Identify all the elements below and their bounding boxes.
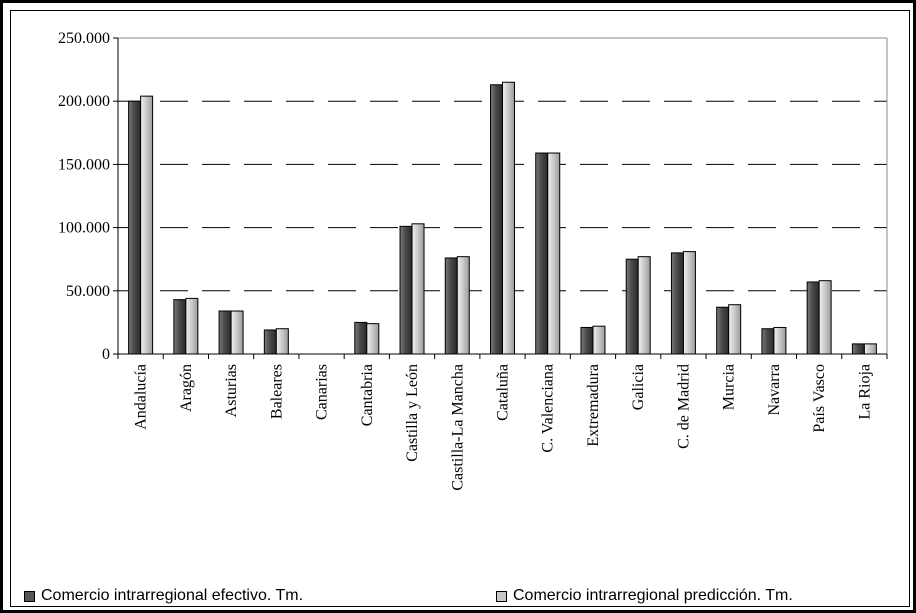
legend-swatch-prediccion [496, 590, 507, 602]
category-label: La Rioja [856, 364, 873, 420]
bar-prediccion [682, 251, 696, 355]
category-label: Navarra [766, 364, 783, 416]
bar-efectivo [218, 310, 232, 355]
bar-efectivo [716, 306, 730, 355]
bar-efectivo [851, 343, 865, 355]
bar-efectivo [354, 321, 368, 355]
y-tick-label: 0 [102, 346, 110, 363]
bar-prediccion [818, 280, 832, 355]
y-tick-label: 50.000 [66, 283, 110, 300]
bars [128, 81, 877, 355]
bar-prediccion [728, 304, 742, 355]
category-label: Baleares [268, 364, 285, 419]
bar-efectivo [173, 299, 187, 355]
bar-efectivo [444, 257, 458, 355]
category-label: Castilla y León [404, 364, 421, 462]
legend-label-efectivo: Comercio intrarregional efectivo. Tm. [41, 587, 304, 604]
chart-inner-frame [10, 10, 910, 607]
category-labels: Andalucía Aragón Asturias Baleares Canarias C… [133, 364, 874, 491]
category-label: País Vasco [811, 364, 828, 433]
category-label: Extremadura [585, 364, 602, 447]
bar-prediccion [366, 323, 380, 355]
bar-efectivo [399, 225, 413, 355]
category-label: Asturias [223, 364, 240, 417]
legend-swatch-efectivo [24, 590, 35, 602]
category-label: C. Valenciana [540, 364, 557, 453]
bar-efectivo [670, 252, 684, 355]
bar-efectivo [535, 152, 549, 355]
bar-prediccion [230, 310, 244, 355]
legend-item-efectivo: Comercio intrarregional efectivo. Tm. [24, 587, 303, 605]
bar-prediccion [547, 152, 561, 355]
category-label: Aragón [178, 364, 195, 412]
bar-prediccion [411, 223, 425, 355]
y-tick-label: 150.000 [58, 156, 110, 173]
bar-efectivo [806, 281, 820, 355]
bar-prediccion [637, 256, 651, 355]
axes [113, 37, 888, 359]
y-tick-labels: 0 50.000 100.000 150.000 200.000 250.000 [58, 30, 110, 363]
bar-prediccion [592, 325, 606, 355]
category-label: Andalucía [133, 364, 150, 430]
bar-prediccion [456, 256, 470, 355]
bar-efectivo [128, 100, 142, 355]
y-tick-label: 250.000 [58, 30, 110, 47]
bar-efectivo [490, 84, 503, 355]
category-label: Cataluña [495, 364, 512, 421]
legend-item-prediccion: Comercio intrarregional predicción. Tm. [496, 587, 793, 605]
category-label: C. de Madrid [675, 364, 692, 449]
bar-efectivo [625, 258, 639, 355]
bar-prediccion [140, 95, 154, 355]
bar-prediccion [863, 343, 877, 355]
bar-efectivo [263, 329, 277, 355]
bar-prediccion [773, 326, 787, 355]
category-label: Murcia [721, 364, 738, 410]
legend-label-prediccion: Comercio intrarregional predicción. Tm. [513, 587, 793, 604]
category-label: Castilla-La Mancha [449, 364, 466, 491]
bar-efectivo [580, 326, 594, 355]
y-tick-label: 100.000 [58, 220, 110, 237]
bar-prediccion [502, 81, 515, 355]
category-label: Cantabria [359, 364, 376, 426]
y-tick-label: 200.000 [58, 93, 110, 110]
category-label: Galicia [630, 364, 647, 410]
category-label: Canarias [314, 364, 331, 420]
bar-prediccion [275, 328, 289, 355]
bar-efectivo [761, 328, 775, 355]
bar-prediccion [185, 297, 199, 355]
legend: Comercio intrarregional efectivo. Tm. Co… [0, 587, 916, 609]
